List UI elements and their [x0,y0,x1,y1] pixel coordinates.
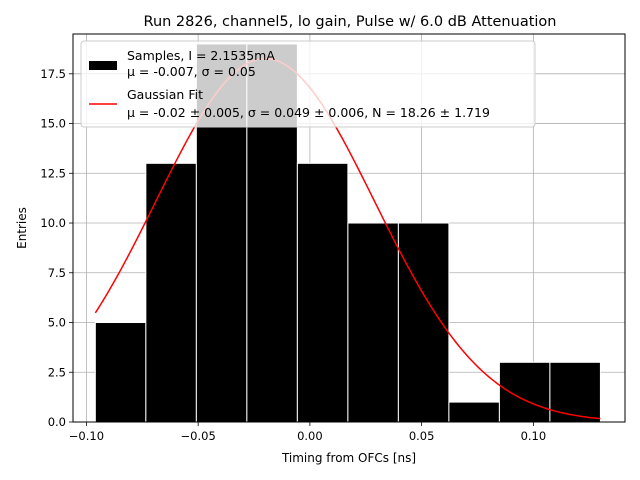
y-tick-label: 5.0 [48,316,66,330]
y-tick-label: 17.5 [40,67,66,81]
legend: Samples, I = 2.1535mA μ = -0.007, σ = 0.… [80,40,536,128]
y-tick-label: 0.0 [48,415,66,429]
histogram-bar [549,361,601,423]
y-axis-label: Entries [15,207,29,249]
chart-title: Run 2826, channel5, lo gain, Pulse w/ 6.… [144,14,557,30]
x-axis-ticks: −0.10 −0.05 0.00 0.05 0.10 [69,422,546,443]
x-tick-label: −0.10 [69,429,104,443]
histogram-bar [94,322,147,423]
legend-fit-stats: μ = -0.02 ± 0.005, σ = 0.049 ± 0.006, N … [127,105,490,120]
y-tick-label: 7.5 [48,266,66,280]
histogram-bar [448,401,500,423]
y-tick-label: 2.5 [48,365,66,379]
x-tick-label: 0.10 [521,429,547,443]
histogram-bar [347,222,399,423]
plot-frame [72,33,626,423]
y-tick-label: 12.5 [40,166,66,180]
legend-box [80,40,536,128]
histogram-bar [145,162,197,423]
histogram-bar [296,162,349,423]
legend-samples-swatch [89,61,117,70]
legend-samples-label: Samples, I = 2.1535mA [127,48,275,63]
histogram-bar [397,222,450,423]
y-axis-ticks: 0.0 2.5 5.0 7.5 10.0 12.5 15.0 17.5 [40,67,73,429]
legend-samples-stats: μ = -0.007, σ = 0.05 [127,64,256,79]
legend-fit-label: Gaussian Fit [127,87,203,102]
y-tick-label: 10.0 [40,216,66,230]
x-tick-label: 0.00 [297,429,323,443]
histogram-bar [498,361,551,423]
x-tick-label: 0.05 [409,429,435,443]
y-tick-label: 15.0 [40,117,66,131]
gaussian-fit-curve [94,57,601,420]
x-tick-label: −0.05 [181,429,216,443]
x-axis-label: Timing from OFCs [ns] [281,451,416,465]
